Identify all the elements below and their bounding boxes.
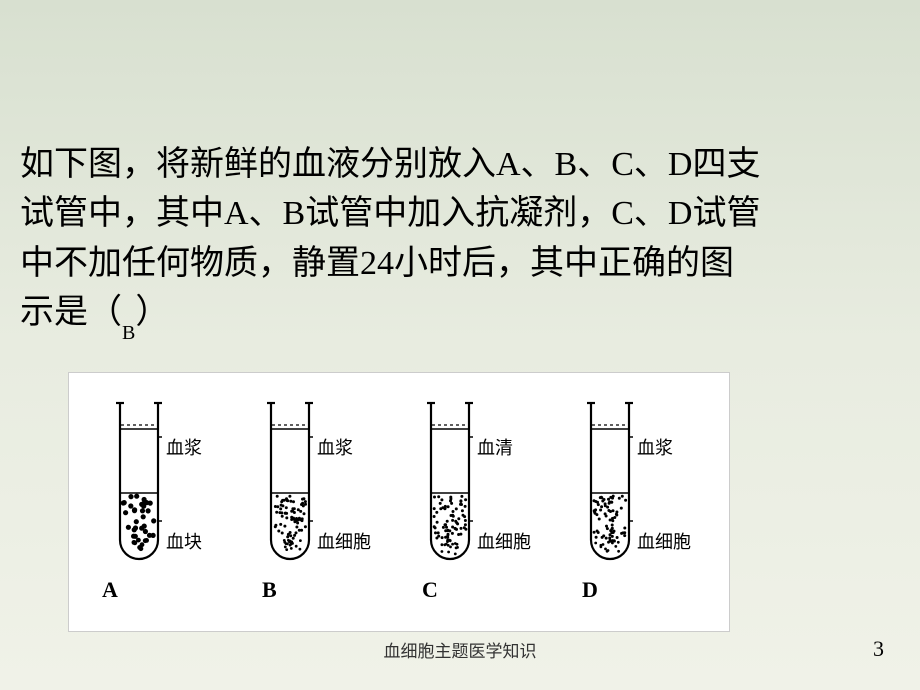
- q-line1: 如下图，将新鲜的血液分别放入A、B、C、D四支: [20, 146, 760, 183]
- tube-and-labels: 血浆血细胞: [267, 391, 371, 571]
- tube-and-labels: 血浆血细胞: [587, 391, 691, 571]
- q-line4-prefix: 示是（: [20, 294, 122, 331]
- tube-top-label: 血浆: [166, 434, 202, 460]
- tube-bottom-label: 血细胞: [317, 528, 371, 554]
- tube-side-labels: 血清血细胞: [477, 408, 531, 554]
- tube-group: 血清血细胞 C: [404, 391, 554, 603]
- tube-side-labels: 血浆血细胞: [317, 408, 371, 554]
- test-tube-svg: [587, 399, 633, 563]
- tubes-row: 血浆血块 A 血浆血细胞 B 血清血细胞 C 血浆血细胞 D: [69, 373, 729, 603]
- tube-group: 血浆血细胞 B: [244, 391, 394, 603]
- q-line4-suffix: ）: [135, 294, 169, 331]
- footer-text: 血细胞主题医学知识: [0, 637, 920, 662]
- tube-letter: C: [404, 577, 554, 603]
- page-number: 3: [873, 636, 884, 662]
- tube-top-label: 血浆: [317, 434, 371, 460]
- tube-and-labels: 血浆血块: [116, 391, 202, 571]
- tube-top-label: 血浆: [637, 434, 691, 460]
- tube-side-labels: 血浆血块: [166, 408, 202, 554]
- tube-bottom-label: 血块: [166, 528, 202, 554]
- test-tube-svg: [116, 399, 162, 563]
- test-tube-svg: [427, 399, 473, 563]
- tube-letter: B: [244, 577, 394, 603]
- tube-top-label: 血清: [477, 434, 531, 460]
- tube-bottom-label: 血细胞: [477, 528, 531, 554]
- test-tube-svg: [267, 399, 313, 563]
- answer-letter: B: [122, 322, 135, 344]
- tube-group: 血浆血细胞 D: [564, 391, 714, 603]
- q-line3: 中不加任何物质，静置24小时后，其中正确的图: [20, 245, 734, 282]
- tube-and-labels: 血清血细胞: [427, 391, 531, 571]
- tube-side-labels: 血浆血细胞: [637, 408, 691, 554]
- tube-bottom-label: 血细胞: [637, 528, 691, 554]
- q-line2: 试管中，其中A、B试管中加入抗凝剂，C、D试管: [20, 195, 760, 232]
- diagram-container: 血浆血块 A 血浆血细胞 B 血清血细胞 C 血浆血细胞 D: [68, 372, 730, 632]
- question-text: 如下图，将新鲜的血液分别放入A、B、C、D四支 试管中，其中A、B试管中加入抗凝…: [20, 140, 900, 340]
- tube-letter: A: [84, 577, 234, 603]
- tube-letter: D: [564, 577, 714, 603]
- tube-group: 血浆血块 A: [84, 391, 234, 603]
